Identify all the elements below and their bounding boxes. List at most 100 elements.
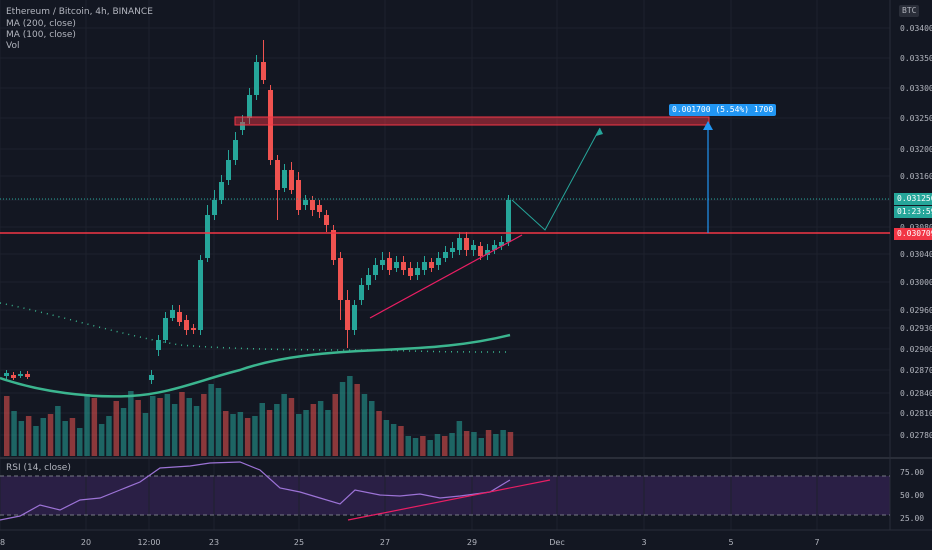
candle-body: [191, 328, 196, 330]
rsi-legend[interactable]: RSI (14, close): [6, 463, 71, 473]
volume-bar: [463, 431, 470, 456]
candle-body: [345, 300, 350, 330]
volume-bar: [288, 398, 295, 456]
ma200-legend[interactable]: MA (200, close): [6, 19, 76, 29]
volume-bar: [106, 416, 112, 456]
volume-bar: [310, 404, 317, 456]
candle-body: [373, 265, 378, 275]
currency-badge[interactable]: BTC: [899, 5, 920, 17]
candle-body: [408, 268, 413, 276]
ma100-line: [0, 333, 511, 398]
volume-bar: [91, 398, 98, 456]
candle-body: [11, 375, 16, 378]
volume-bar: [354, 384, 360, 456]
volume-bar: [405, 436, 411, 456]
rsi-band: [0, 476, 890, 515]
candle-body: [275, 160, 280, 190]
time-tick-label: 20: [81, 538, 91, 547]
volume-bar: [157, 398, 163, 456]
volume-bar: [434, 434, 441, 456]
candle-body: [240, 122, 245, 130]
volume-bar: [485, 430, 492, 456]
ascending-trendline: [369, 234, 523, 319]
volume-bar: [332, 394, 338, 456]
volume-bar: [317, 401, 324, 456]
candle-body: [338, 258, 343, 300]
candle-body: [415, 268, 420, 275]
price-tick-label: 0.030800: [900, 223, 932, 232]
volume-bar: [237, 412, 244, 456]
volume-bar: [150, 396, 156, 456]
candle-body: [422, 262, 427, 270]
volume-bar: [47, 414, 54, 456]
time-tick-label: 7: [814, 538, 819, 547]
candle-body: [450, 248, 455, 252]
candle-body: [352, 305, 357, 330]
candle-body: [310, 200, 315, 210]
candle-body: [317, 205, 322, 212]
volume-bar: [303, 410, 309, 456]
candle-body: [303, 200, 308, 205]
rsi-tick-label: 25.00: [900, 514, 924, 523]
candle-body: [387, 258, 392, 270]
volume-bar: [369, 401, 375, 456]
volume-bar: [427, 440, 433, 456]
volume-bar: [25, 416, 32, 456]
volume-bar: [4, 396, 10, 456]
last-price-badge: 0.031250: [894, 193, 932, 205]
candle-body: [261, 62, 266, 80]
volume-bar: [142, 413, 149, 456]
candle-body: [443, 252, 448, 258]
symbol-legend[interactable]: Ethereum / Bitcoin, 4h, BINANCE: [6, 7, 153, 17]
volume-bar: [507, 432, 514, 456]
candle-body: [149, 375, 154, 380]
volume-bar: [113, 401, 119, 456]
candle-body: [233, 140, 238, 160]
candle-body: [219, 182, 224, 200]
candle-body: [247, 95, 252, 118]
candle-body: [401, 262, 406, 270]
candle-body: [177, 312, 182, 322]
volume-bar: [186, 398, 192, 456]
rsi-tick-label: 75.00: [900, 468, 924, 477]
time-tick-label: Dec: [549, 538, 564, 547]
vol-legend[interactable]: Vol: [6, 41, 20, 51]
ma200-line: [0, 302, 511, 353]
volume-bar: [420, 436, 426, 456]
rsi-trendline: [347, 479, 551, 521]
candle-body: [163, 318, 168, 340]
volume-bar: [442, 436, 448, 456]
volume-bar: [128, 391, 134, 456]
candle-body: [18, 374, 23, 376]
ma100-legend[interactable]: MA (100, close): [6, 30, 76, 40]
volume-bar: [62, 421, 68, 456]
measure-arrowhead: [703, 121, 713, 130]
volume-bar: [201, 394, 207, 456]
time-tick-label: 3: [641, 538, 646, 547]
candle-body: [205, 215, 210, 258]
volume-bar: [376, 411, 382, 456]
volume-bar: [244, 418, 251, 456]
time-tick-label: 29: [467, 538, 477, 547]
time-tick-label: 18: [0, 538, 5, 547]
candle-body: [380, 260, 385, 265]
candle-body: [4, 373, 9, 376]
volume-bar: [84, 394, 90, 456]
rsi-tick-label: 50.00: [900, 491, 924, 500]
volume-bar: [412, 438, 419, 456]
candle-body: [457, 238, 462, 250]
candle-body: [359, 285, 364, 300]
volume-bar: [208, 384, 214, 456]
volume-bar: [33, 426, 39, 456]
volume-bar: [500, 430, 506, 456]
volume-bar: [390, 424, 397, 456]
